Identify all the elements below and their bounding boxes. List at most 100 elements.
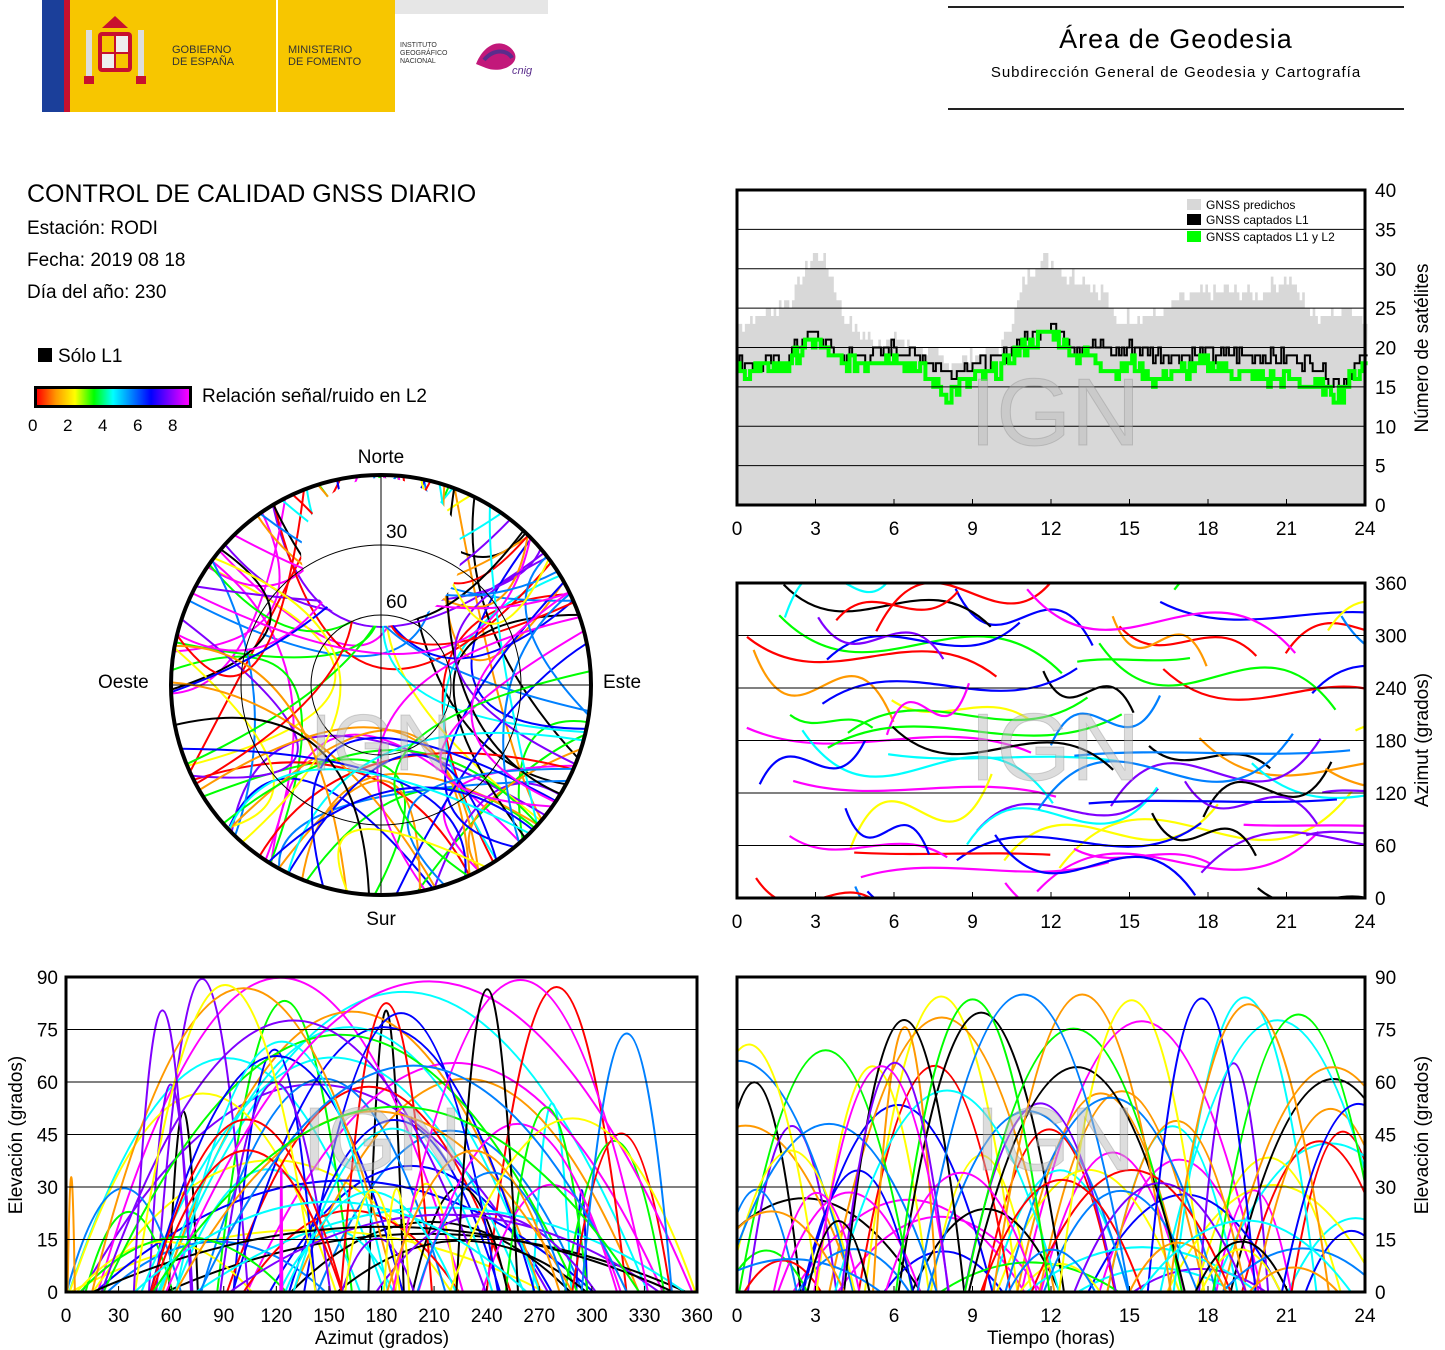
satellite-track: [792, 779, 1057, 798]
satellite-track: [228, 768, 530, 835]
satellite-track: [149, 1118, 344, 1292]
satellite-track: [211, 559, 256, 837]
satellite-track: [133, 1200, 528, 1292]
ring-label: 60: [386, 592, 407, 613]
satellite-track: [1049, 695, 1161, 746]
satellite-track: [737, 1043, 819, 1292]
x-tick-label: 9: [967, 519, 978, 540]
series-area-predichos: [737, 253, 1368, 505]
satellite-track: [198, 1064, 628, 1292]
y-tick-label: 15: [1375, 1231, 1396, 1252]
x-axis-label: Tiempo (horas): [987, 1328, 1115, 1349]
satellite-track: [1004, 1097, 1218, 1292]
satellite-track: [580, 1032, 673, 1292]
x-tick-label: 21: [1276, 1306, 1297, 1327]
x-tick-label: 60: [161, 1306, 182, 1327]
y-tick-label: 75: [37, 1021, 58, 1042]
area-title: Área de Geodesia: [1059, 24, 1293, 54]
satellite-track: [821, 667, 1078, 705]
satellite-track: [982, 1128, 1116, 1292]
y-tick-label: 360: [1375, 574, 1407, 595]
header-rule-bottom: [948, 108, 1404, 110]
satellite-track: [173, 647, 275, 829]
y-tick-label: 180: [1375, 732, 1407, 753]
elev-az-tracks: [66, 977, 697, 1292]
satellite-track: [1222, 1066, 1365, 1292]
x-tick-label: 3: [810, 912, 821, 933]
y-tick-label: 35: [1375, 220, 1396, 241]
satellite-track: [994, 834, 1197, 896]
satellite-track: [1042, 1190, 1199, 1292]
snr-tick: 2: [63, 416, 73, 435]
satellite-track: [176, 489, 305, 678]
satellite-track: [813, 1065, 951, 1292]
x-tick-label: 18: [1197, 912, 1218, 933]
satellite-track: [174, 716, 370, 895]
satellite-track: [976, 787, 1159, 832]
satellite-track: [1212, 1013, 1365, 1292]
x-tick-label: 0: [732, 519, 743, 540]
satellite-track: [455, 988, 519, 1292]
x-tick-label: 6: [889, 912, 900, 933]
satellite-track: [383, 1188, 411, 1292]
polar-frame: [169, 473, 593, 897]
satellite-track: [954, 588, 1094, 647]
satellite-track: [849, 773, 993, 850]
north-label: Norte: [358, 447, 404, 468]
satellite-track: [1202, 761, 1333, 818]
y-tick-label: 5: [1375, 457, 1386, 478]
snr-ticks: 0 2 4 6 8: [28, 416, 198, 436]
satellite-track: [1039, 1151, 1186, 1292]
snr-tick: 4: [98, 416, 108, 435]
ring-label: 30: [386, 522, 407, 543]
satellite-track: [232, 1048, 317, 1292]
satellite-track: [1025, 1246, 1258, 1292]
satellite-track: [1251, 762, 1365, 800]
satellite-track: [391, 979, 649, 1292]
cnig-logo-icon: cnig: [476, 43, 533, 77]
y-tick-label: 75: [1375, 1021, 1396, 1042]
x-tick-label: 6: [889, 1306, 900, 1327]
x-tick-label: 21: [1276, 519, 1297, 540]
satellite-track: [563, 1139, 665, 1292]
page-title: CONTROL DE CALIDAD GNSS DIARIO: [27, 180, 477, 208]
satellites-frame: [735, 188, 1367, 507]
satellite-track: [737, 1210, 846, 1292]
x-tick-label: 210: [418, 1306, 450, 1327]
satellite-series: [737, 253, 1368, 505]
satellite-track: [1148, 745, 1271, 770]
satellite-track: [827, 713, 1123, 749]
satellite-track: [193, 761, 471, 876]
satellite-track: [258, 751, 574, 857]
x-tick-label: 15: [1119, 912, 1140, 933]
satellite-track: [737, 1249, 809, 1292]
x-axis-label: Azimut (grados): [315, 1328, 449, 1349]
y-axis-label: Elevación (grados): [6, 1056, 27, 1214]
y-tick-label: 30: [37, 1178, 58, 1199]
snr-tick: 0: [28, 416, 38, 435]
x-tick-label: 180: [366, 1306, 398, 1327]
gobierno-logo: GOBIERNO DE ESPAÑA: [70, 0, 276, 112]
x-tick-label: 0: [732, 912, 743, 933]
satellite-track: [1159, 1019, 1365, 1292]
x-tick-label: 12: [1040, 1306, 1061, 1327]
y-tick-label: 0: [47, 1283, 58, 1304]
satellite-track: [891, 699, 1029, 720]
y-tick-label: 0: [1375, 1283, 1386, 1304]
legend-label: GNSS predichos: [1206, 198, 1295, 212]
satellite-track: [1200, 831, 1365, 874]
ign-watermark: IGN: [970, 359, 1141, 466]
satellite-track: [316, 1129, 584, 1292]
satellite-track: [884, 1171, 1038, 1292]
satellite-track: [1280, 1102, 1365, 1292]
east-label: Este: [603, 672, 641, 693]
ign-watermark: IGN: [970, 694, 1141, 801]
satellite-track: [875, 583, 1052, 632]
satellite-track: [1198, 737, 1365, 777]
y-tick-label: 240: [1375, 679, 1407, 700]
x-tick-label: 240: [471, 1306, 503, 1327]
satellite-track: [140, 1056, 525, 1292]
y-tick-label: 90: [37, 968, 58, 989]
y-tick-label: 40: [1375, 181, 1396, 202]
ign-watermark: IGN: [302, 1090, 462, 1190]
